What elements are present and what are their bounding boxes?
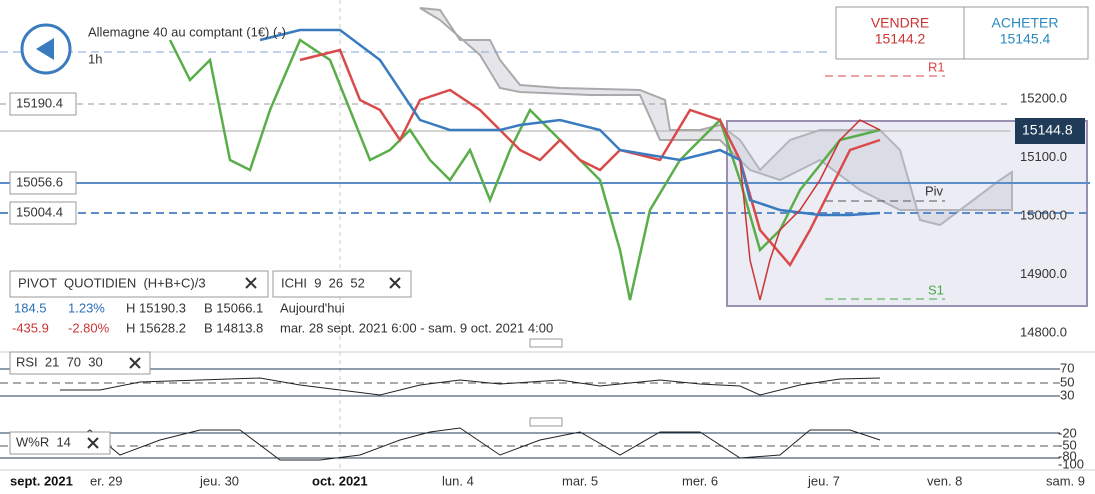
level-label: 15004.4 (16, 204, 63, 219)
rsi-tick: 50 (1060, 374, 1074, 389)
indicator-tag[interactable]: W%R 14 (16, 434, 71, 449)
sell-label: VENDRE (871, 15, 929, 31)
price-axis-label: 15200.0 (1020, 90, 1067, 105)
buy-label: ACHETER (992, 15, 1059, 31)
stat-value: 184.5 (14, 300, 47, 315)
stat-value: -2.80% (68, 320, 110, 335)
time-label: jeu. 7 (807, 473, 840, 488)
stat-value: 1.23% (68, 300, 105, 315)
buy-price: 15145.4 (1000, 31, 1051, 47)
indicator-tag[interactable]: PIVOT QUOTIDIEN (H+B+C)/3 (18, 275, 206, 290)
stat-value: B 14813.8 (204, 320, 263, 335)
level-label: 15190.4 (16, 95, 63, 110)
stat-value: Aujourd'hui (280, 300, 345, 315)
stat-value: H 15190.3 (126, 300, 186, 315)
stat-value: H 15628.2 (126, 320, 186, 335)
wr-tick: -50 (1058, 437, 1077, 452)
pivot-label: Piv (925, 183, 944, 198)
pivot-label: R1 (928, 59, 945, 74)
wr-tick: -80 (1058, 448, 1077, 463)
sell-price: 15144.2 (875, 31, 926, 47)
level-label: 15056.6 (16, 174, 63, 189)
time-label: sept. 2021 (10, 473, 73, 488)
instrument: Allemagne 40 au comptant (1€) (-) (88, 24, 286, 39)
time-label: ven. 8 (927, 473, 962, 488)
time-label: mer. 6 (682, 473, 718, 488)
indicator-tag[interactable]: RSI 21 70 30 (16, 354, 103, 369)
price-axis-label: 14800.0 (1020, 324, 1067, 339)
current-price: 15144.8 (1022, 122, 1073, 138)
rsi-tick: 30 (1060, 387, 1074, 402)
pivot-label: S1 (928, 282, 944, 297)
time-label: sam. 9 (1046, 473, 1085, 488)
price-axis-label: 15100.0 (1020, 149, 1067, 164)
time-label: mar. 5 (562, 473, 598, 488)
price-axis-label: 14900.0 (1020, 266, 1067, 281)
indicator-tag[interactable]: ICHI 9 26 52 (281, 275, 365, 290)
sell-button[interactable] (835, 6, 965, 60)
time-label: er. 29 (90, 473, 123, 488)
time-label: oct. 2021 (312, 473, 368, 488)
buy-button[interactable] (963, 6, 1089, 60)
price-axis-label: 15000.0 (1020, 207, 1067, 222)
time-label: lun. 4 (442, 473, 474, 488)
rsi-tick: 70 (1060, 360, 1074, 375)
time-label: jeu. 30 (199, 473, 239, 488)
stat-value: B 15066.1 (204, 300, 263, 315)
ichimoku-cloud (419, 7, 1013, 227)
stat-value: mar. 28 sept. 2021 6:00 - sam. 9 oct. 20… (280, 320, 553, 335)
timeframe: 1h (88, 51, 102, 66)
stat-value: -435.9 (12, 320, 49, 335)
wr-tick: -100 (1058, 456, 1084, 471)
wr-tick: -20 (1058, 425, 1077, 440)
